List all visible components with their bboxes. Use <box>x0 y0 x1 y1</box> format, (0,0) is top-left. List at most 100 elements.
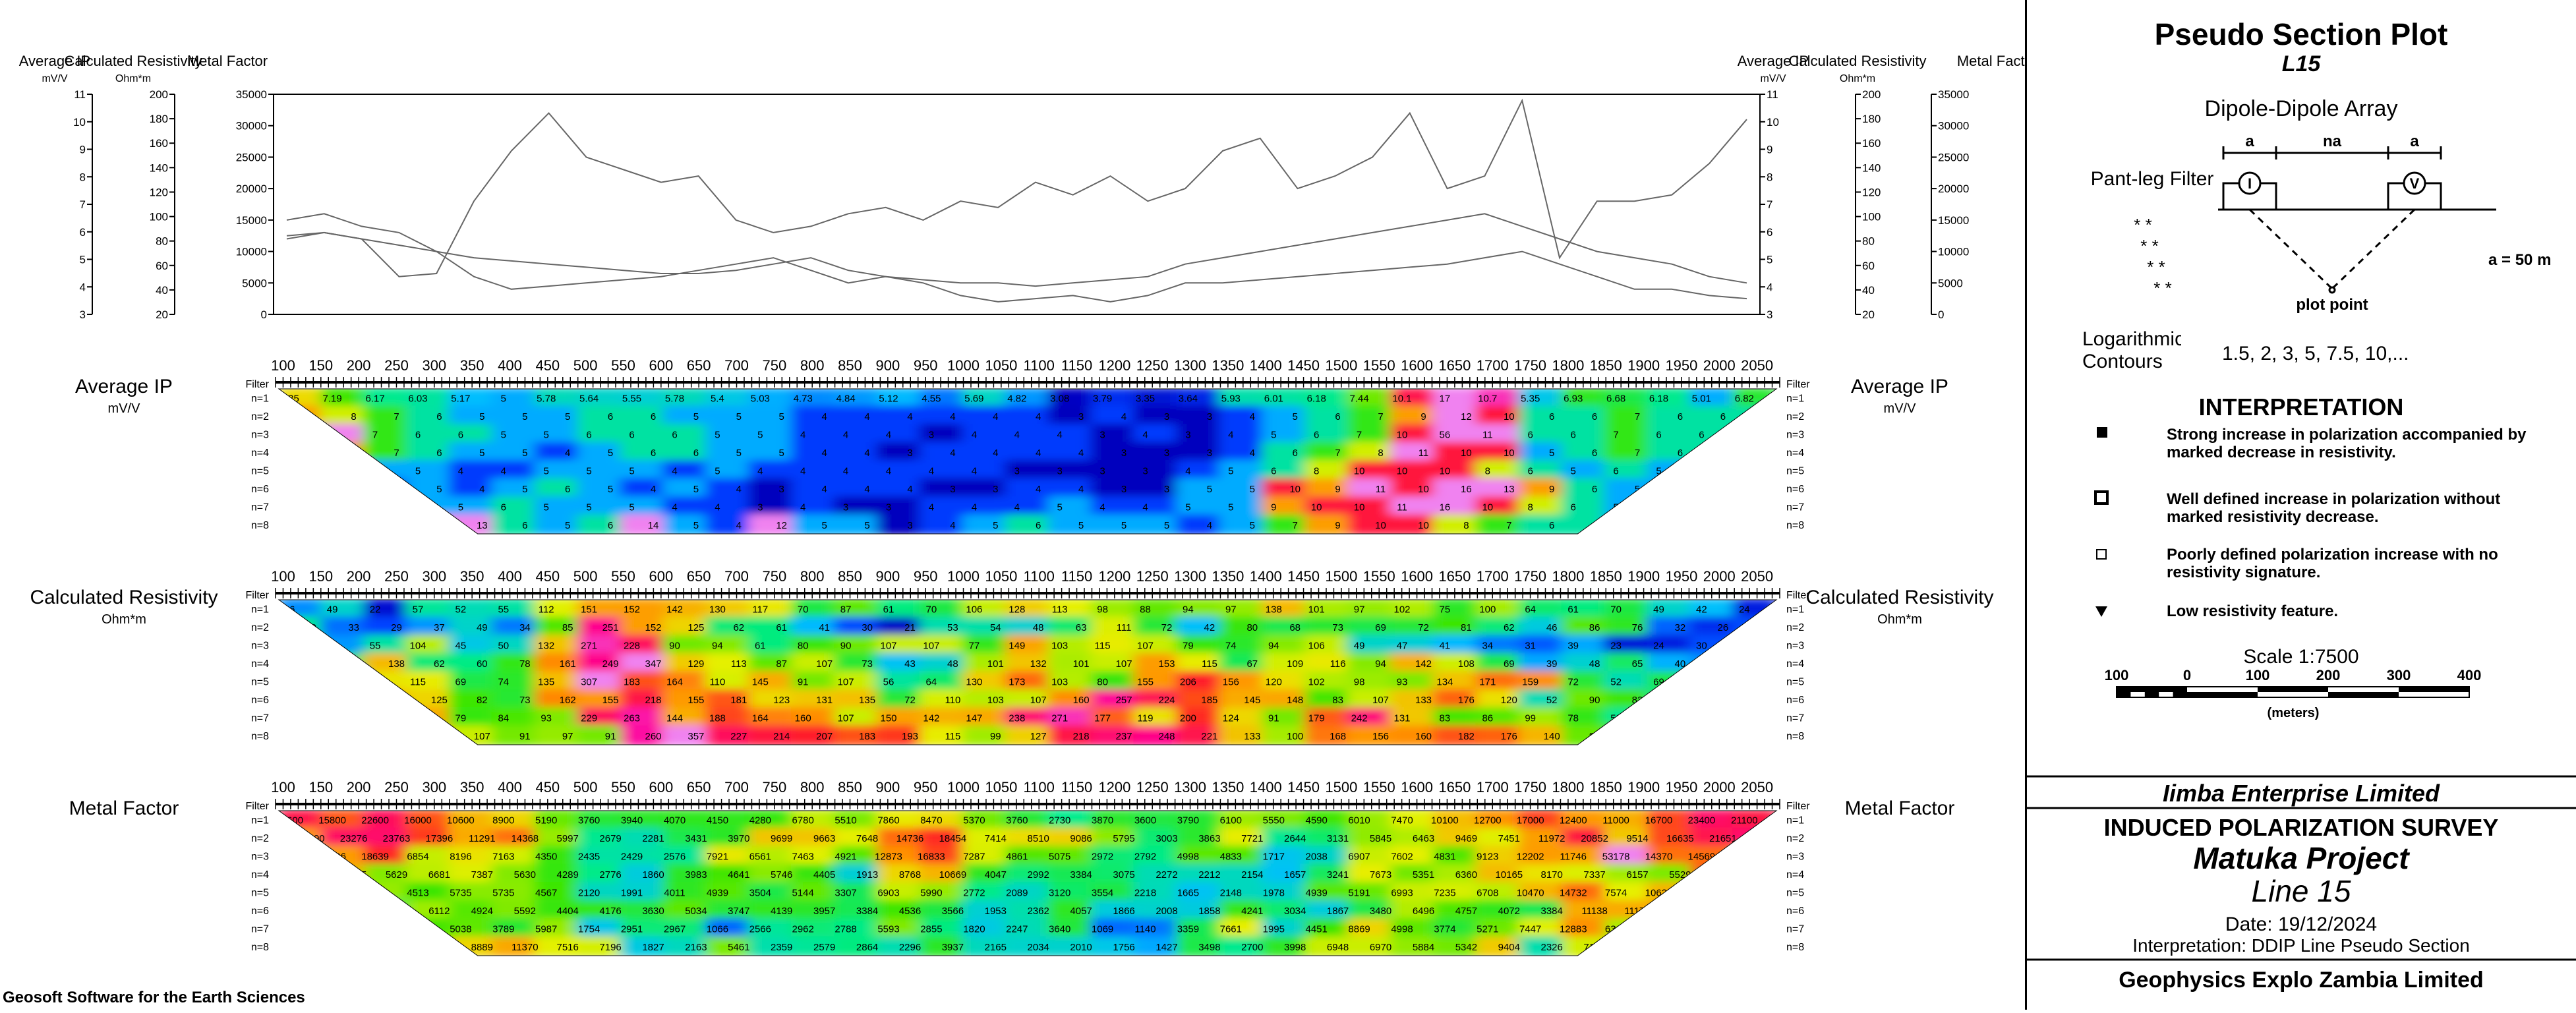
data-value: 2972 <box>1092 851 1113 862</box>
cell <box>1090 635 1136 656</box>
data-value: 9208 <box>1691 887 1712 898</box>
cell <box>1647 424 1693 445</box>
station-label: 1400 <box>1250 357 1282 374</box>
cell <box>1219 600 1264 620</box>
cell <box>577 600 623 620</box>
cell <box>1133 725 1179 745</box>
cell <box>833 635 879 656</box>
data-value: 149 <box>1009 640 1025 651</box>
cell <box>876 846 922 867</box>
station-label: 2000 <box>1703 357 1736 374</box>
data-value: 53 <box>947 622 958 633</box>
axis-tick-label: 100 <box>150 211 168 223</box>
cell <box>662 811 709 830</box>
data-value: 5 <box>1571 465 1576 477</box>
cell <box>1647 918 1693 939</box>
cell <box>1090 882 1136 903</box>
cell <box>1732 936 1776 956</box>
cell <box>1133 424 1179 445</box>
cell <box>1518 496 1564 517</box>
data-value: 7921 <box>707 851 728 862</box>
cell <box>1475 652 1521 674</box>
cell <box>1262 863 1307 884</box>
data-value: 4 <box>950 448 955 459</box>
data-value: 6 <box>672 429 677 440</box>
profile-frame <box>273 94 1761 315</box>
potential-electrode-label: V <box>2410 175 2420 192</box>
cell <box>448 900 494 921</box>
cell <box>1133 389 1179 409</box>
data-value: 11837 <box>1667 942 1694 953</box>
cell <box>534 442 580 463</box>
data-value: 98 <box>1097 604 1108 615</box>
data-value: 145 <box>1244 695 1260 706</box>
cell <box>1090 725 1136 745</box>
station-label: 2000 <box>1703 779 1736 796</box>
cell <box>363 424 409 445</box>
data-value: 103 <box>1051 640 1068 651</box>
data-value: 134 <box>1436 676 1453 687</box>
data-value: 4 <box>950 520 955 531</box>
data-value: 48 <box>947 658 958 670</box>
cell <box>919 635 965 656</box>
data-value: 5 <box>757 429 763 440</box>
cell <box>1432 442 1478 463</box>
data-value: 3566 <box>942 906 964 917</box>
data-value: 3 <box>907 448 912 459</box>
cell <box>620 918 666 939</box>
data-value: 5 <box>1250 520 1255 531</box>
station-label: 1450 <box>1287 568 1320 585</box>
data-value: 144 <box>666 712 683 724</box>
data-value: 185 <box>1201 695 1217 706</box>
axis-tick-label: 100 <box>1862 211 1881 223</box>
cell <box>1304 689 1350 710</box>
cell <box>1561 460 1607 481</box>
data-value: 5812 <box>279 887 301 898</box>
data-value: 125 <box>688 622 704 633</box>
cell <box>962 652 1008 674</box>
data-value: 5 <box>522 484 527 495</box>
cell <box>363 918 409 939</box>
data-value: 5 <box>1228 502 1233 513</box>
cell <box>962 460 1008 481</box>
cell <box>1005 689 1051 710</box>
axis-tick-label: 20000 <box>1938 183 1969 195</box>
cell <box>748 725 794 745</box>
data-value: 56 <box>1739 676 1750 687</box>
axis-tick-label: 5000 <box>242 277 267 289</box>
data-value: 5 <box>822 520 827 531</box>
cell <box>833 936 879 956</box>
data-value: 123 <box>773 695 790 706</box>
section-units-left: mV/V <box>108 401 141 416</box>
cell <box>1689 882 1736 903</box>
axis-tick-label: 30000 <box>1938 120 1969 132</box>
cell <box>405 882 452 903</box>
cell <box>705 936 751 956</box>
cell <box>279 725 323 745</box>
cell <box>1689 936 1736 956</box>
data-value: 97 <box>1354 604 1365 615</box>
cell <box>1005 918 1051 939</box>
data-value: 6 <box>1656 429 1661 440</box>
cell <box>534 635 580 656</box>
station-label: 850 <box>838 357 862 374</box>
cell <box>491 936 537 956</box>
data-value: 5 <box>1678 520 1683 531</box>
cell <box>1005 936 1051 956</box>
cell <box>1176 689 1222 710</box>
data-value: 52 <box>1546 695 1558 706</box>
project-name: Matuka Project <box>2193 841 2410 875</box>
data-value: 164 <box>752 712 769 724</box>
data-value: 5 <box>544 502 549 513</box>
data-value: 2788 <box>834 923 856 935</box>
metal-factor-section: 100 150 200 250 300 350 400 450 500 550 600 650 700 7… <box>69 779 1954 956</box>
data-value: 5 <box>1549 448 1554 459</box>
cell <box>833 616 879 637</box>
data-value: 3747 <box>728 906 749 917</box>
station-label: 450 <box>535 568 560 585</box>
data-value: 2750 <box>300 869 322 881</box>
data-value: 6 <box>1742 429 1747 440</box>
cell <box>577 689 623 710</box>
data-value: 12202 <box>1517 851 1544 862</box>
data-value: 13 <box>477 520 488 531</box>
